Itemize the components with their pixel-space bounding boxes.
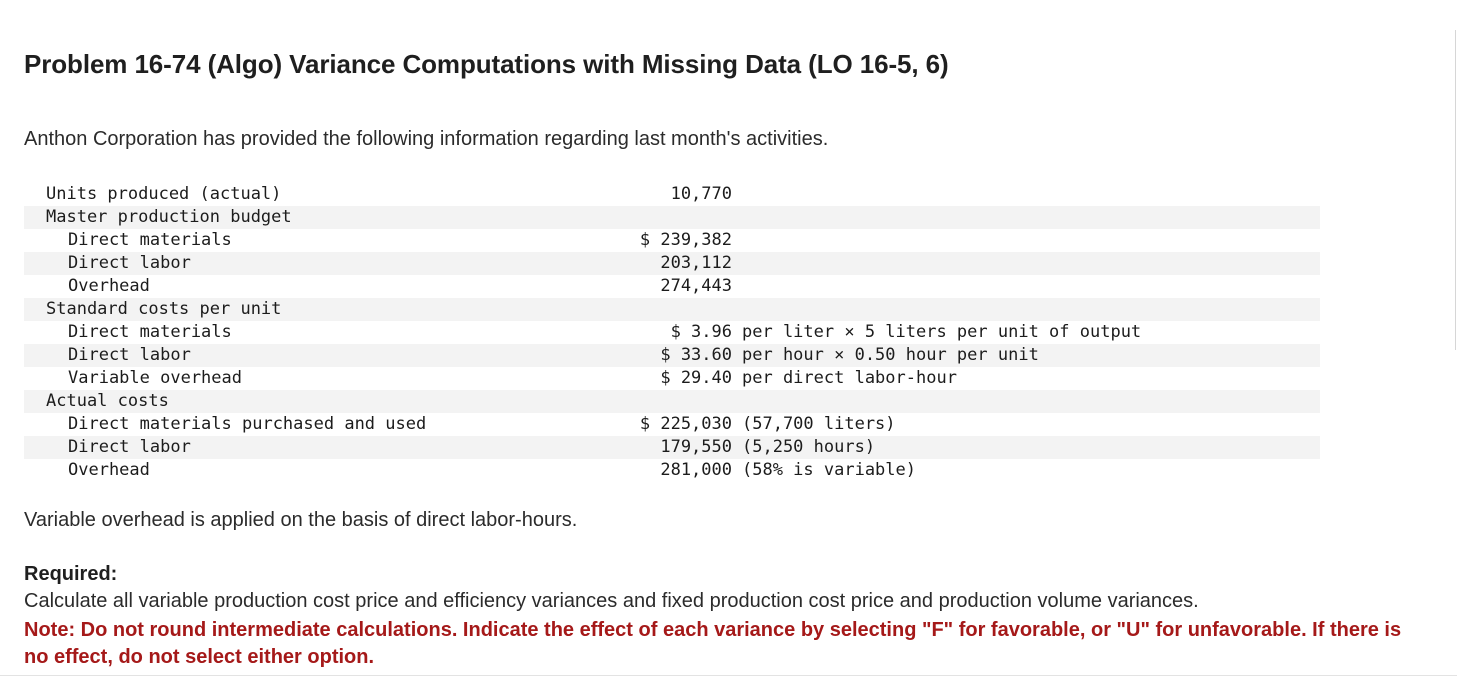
row-label: Overhead [68, 276, 150, 296]
table-row: Direct labor $ 33.60 per hour × 0.50 hou… [24, 344, 1320, 367]
problem-title: Problem 16-74 (Algo) Variance Computatio… [24, 49, 949, 79]
section-label: Actual costs [46, 391, 169, 411]
table-row: Direct materials $ 3.96 per liter × 5 li… [24, 321, 1320, 344]
row-value: $ 33.60 [660, 345, 732, 365]
row-value: 10,770 [670, 184, 732, 204]
row-note: per direct labor-hour [742, 368, 957, 388]
row-value: 274,443 [660, 276, 732, 296]
row-value: 203,112 [660, 253, 732, 273]
rounding-note: Note: Do not round intermediate calculat… [24, 619, 1402, 668]
overhead-basis-text: Variable overhead is applied on the basi… [24, 509, 578, 531]
required-heading: Required: [24, 563, 118, 585]
row-value: $ 29.40 [660, 368, 732, 388]
table-row: Direct labor 179,550 (5,250 hours) [24, 436, 1320, 459]
table-row: Overhead 281,000 (58% is variable) [24, 459, 1320, 482]
row-label: Variable overhead [68, 368, 242, 388]
section-label: Standard costs per unit [46, 299, 282, 319]
table-row: Master production budget [24, 206, 1320, 229]
row-value: $ 3.96 [670, 322, 732, 342]
divider [0, 675, 1457, 676]
table-row: Standard costs per unit [24, 298, 1320, 321]
row-label: Overhead [68, 460, 150, 480]
row-note: per liter × 5 liters per unit of output [742, 322, 1142, 342]
row-value: 281,000 [660, 460, 732, 480]
row-label: Direct labor [68, 345, 191, 365]
row-note: per hour × 0.50 hour per unit [742, 345, 1039, 365]
row-note: (58% is variable) [742, 460, 916, 480]
table-row: Overhead 274,443 [24, 275, 1320, 298]
table-row: Actual costs [24, 390, 1320, 413]
row-label: Direct labor [68, 253, 191, 273]
row-label: Units produced (actual) [46, 184, 282, 204]
row-value: $ 239,382 [639, 230, 732, 250]
intro-text: Anthon Corporation has provided the foll… [24, 128, 829, 150]
row-label: Direct materials [68, 230, 232, 250]
row-value: 179,550 [660, 437, 732, 457]
row-value: $ 225,030 [639, 414, 732, 434]
table-row: Direct materials purchased and used $ 22… [24, 413, 1320, 436]
table-row: Direct labor 203,112 [24, 252, 1320, 275]
table-row: Direct materials $ 239,382 [24, 229, 1320, 252]
cost-data-table: Units produced (actual) 10,770 Master pr… [24, 183, 1320, 482]
row-label: Direct labor [68, 437, 191, 457]
table-row: Units produced (actual) 10,770 [24, 183, 1320, 206]
table-row: Variable overhead $ 29.40 per direct lab… [24, 367, 1320, 390]
row-note: (5,250 hours) [742, 437, 876, 457]
row-label: Direct materials [68, 322, 232, 342]
section-label: Master production budget [46, 207, 292, 227]
row-note: (57,700 liters) [742, 414, 896, 434]
row-label: Direct materials purchased and used [68, 414, 427, 434]
required-instruction: Calculate all variable production cost p… [24, 590, 1199, 612]
scrollbar-track[interactable] [1455, 30, 1456, 350]
